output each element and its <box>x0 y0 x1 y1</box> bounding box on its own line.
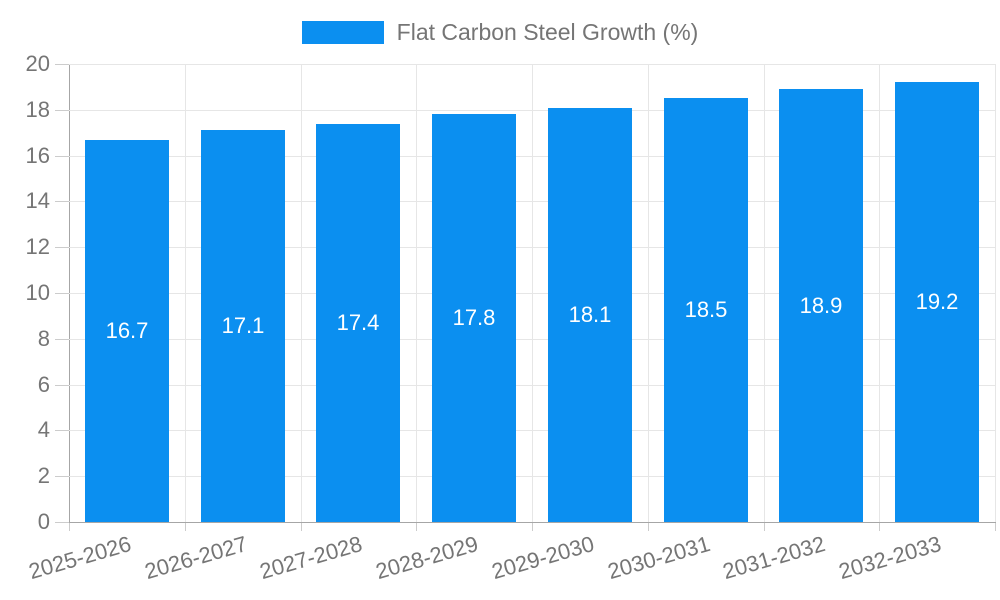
y-axis-tick-label: 2 <box>37 463 50 489</box>
v-gridline <box>648 64 649 522</box>
y-tick-mark <box>55 293 69 294</box>
y-axis-tick-label: 16 <box>25 142 50 168</box>
bar <box>432 114 516 522</box>
y-axis-tick-label: 6 <box>37 371 50 397</box>
y-axis-tick-label: 10 <box>25 280 50 305</box>
v-gridline <box>185 64 186 522</box>
bar-value-label: 18.5 <box>684 297 728 322</box>
v-gridline <box>879 64 880 522</box>
x-axis-line <box>69 522 996 523</box>
y-tick-mark <box>55 430 69 432</box>
y-tick-mark <box>55 384 69 386</box>
legend: Flat Carbon Steel Growth (%) <box>0 19 1000 45</box>
legend-label: Flat Carbon Steel Growth (%) <box>396 19 699 45</box>
y-axis-tick-label: 4 <box>37 417 50 443</box>
y-axis-tick-label: 8 <box>37 325 50 351</box>
x-tick-mark <box>69 523 70 531</box>
bar-value-label: 18.9 <box>799 293 843 318</box>
y-tick-mark <box>55 522 69 523</box>
legend-item[interactable]: Flat Carbon Steel Growth (%) <box>301 19 699 45</box>
bar <box>548 108 632 522</box>
x-tick-mark <box>879 523 880 531</box>
y-tick-mark <box>55 155 69 157</box>
legend-swatch-icon <box>301 20 384 44</box>
x-tick-mark <box>416 523 417 531</box>
bar-value-label: 17.1 <box>221 313 265 338</box>
x-tick-mark <box>301 523 302 531</box>
y-tick-mark <box>55 64 69 65</box>
v-gridline <box>532 64 533 522</box>
bar-value-label: 18.1 <box>568 302 612 327</box>
y-tick-mark <box>55 201 69 203</box>
x-tick-mark <box>648 523 649 531</box>
y-tick-mark <box>55 109 69 111</box>
bar <box>779 89 863 522</box>
x-tick-mark <box>532 523 533 531</box>
x-tick-mark <box>185 523 186 531</box>
v-gridline <box>301 64 302 522</box>
y-axis-tick-label: 12 <box>25 234 50 260</box>
y-tick-mark <box>55 338 69 340</box>
plot-area: 16.7 17.1 17.4 17.8 18.1 18.5 18.9 19.2 <box>69 64 996 522</box>
bar-value-label: 16.7 <box>105 318 149 343</box>
bar-value-label: 19.2 <box>915 289 959 314</box>
x-tick-mark <box>764 523 765 531</box>
bar <box>85 140 169 522</box>
x-tick-mark <box>995 523 996 531</box>
bar <box>895 82 979 522</box>
bar <box>664 98 748 522</box>
y-tick-mark <box>55 476 69 478</box>
y-tick-mark <box>55 247 69 249</box>
y-axis-tick-label: 14 <box>25 188 50 214</box>
bar <box>201 130 285 522</box>
v-gridline <box>995 64 996 522</box>
y-axis-tick-label: 18 <box>25 96 50 122</box>
v-gridline <box>764 64 765 522</box>
y-axis-tick-label: 20 <box>25 51 50 76</box>
bar <box>316 124 400 522</box>
bar-value-label: 17.8 <box>452 305 496 330</box>
y-axis-tick-label: 0 <box>37 509 50 534</box>
bar-value-label: 17.4 <box>336 310 380 335</box>
v-gridline <box>416 64 417 522</box>
